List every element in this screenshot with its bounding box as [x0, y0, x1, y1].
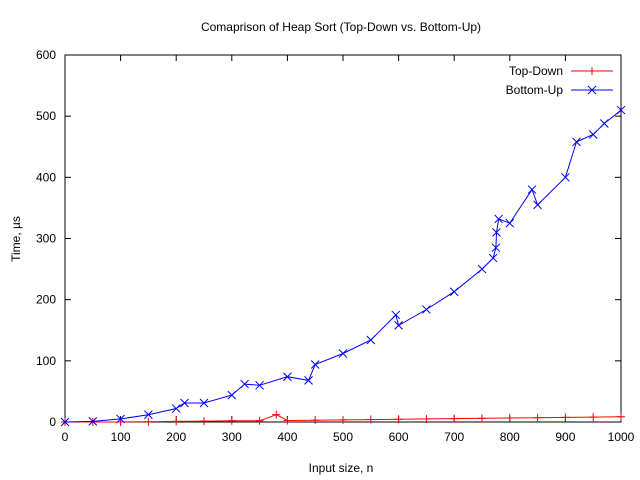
x-tick-label: 300	[222, 430, 242, 444]
data-point	[478, 414, 486, 423]
x-tick-label: 1000	[608, 430, 635, 444]
x-tick-label: 600	[389, 430, 409, 444]
x-tick-label: 200	[166, 430, 186, 444]
data-point	[391, 310, 401, 320]
data-point	[599, 119, 609, 128]
data-point	[172, 417, 181, 426]
y-tick-label: 100	[36, 354, 56, 368]
data-point	[180, 398, 189, 408]
chart-title: Comaprison of Heap Sort (Top-Down vs. Bo…	[201, 20, 481, 34]
series-line	[64, 109, 622, 423]
y-tick-label: 600	[36, 48, 56, 62]
data-point	[527, 185, 537, 194]
plot-series	[60, 105, 626, 427]
data-point	[144, 410, 153, 420]
data-point	[450, 414, 459, 423]
y-tick-label: 400	[36, 170, 56, 184]
x-tick-label: 700	[444, 430, 464, 444]
tick-labels: 0 100 200 300 400 500 600 700 800 900 1000 0 100 200 3…	[36, 48, 635, 444]
plot-frame	[64, 54, 622, 423]
y-tick-label: 300	[36, 232, 56, 246]
data-point	[60, 417, 70, 427]
data-point	[144, 417, 153, 426]
data-point	[422, 305, 431, 314]
axes	[64, 54, 622, 423]
legend-marker	[588, 67, 596, 75]
data-point	[283, 416, 292, 425]
data-point	[366, 415, 375, 424]
x-tick-label: 0	[62, 430, 69, 444]
data-point	[272, 410, 281, 419]
data-point	[200, 417, 208, 426]
data-point	[227, 390, 237, 400]
legend-label: Top-Down	[509, 64, 563, 78]
data-point	[304, 376, 313, 385]
series-0	[61, 410, 625, 426]
data-point	[310, 360, 320, 369]
data-point	[394, 415, 403, 424]
data-point	[422, 414, 431, 423]
x-tick-label: 800	[500, 430, 520, 444]
data-point	[311, 416, 320, 425]
data-point	[339, 415, 347, 424]
data-point	[588, 130, 598, 139]
legend-marker	[587, 85, 597, 95]
y-tick-label: 200	[36, 293, 56, 307]
x-tick-label: 900	[555, 430, 575, 444]
y-tick-label: 500	[36, 109, 56, 123]
series-line	[65, 414, 622, 423]
data-point	[255, 380, 264, 390]
x-tick-label: 500	[333, 430, 353, 444]
data-point	[572, 137, 581, 147]
data-point	[255, 416, 264, 425]
data-point	[227, 416, 236, 425]
data-point	[561, 172, 570, 182]
data-point	[492, 228, 501, 237]
data-point	[116, 414, 125, 424]
data-point	[240, 379, 249, 389]
data-point	[491, 243, 501, 253]
data-point	[533, 200, 542, 210]
data-point	[88, 417, 98, 426]
data-point	[171, 404, 181, 413]
data-point	[616, 105, 626, 115]
legend: Top-Down Bottom-Up	[506, 64, 613, 97]
data-point	[283, 372, 292, 382]
x-tick-label: 400	[277, 430, 297, 444]
data-point	[199, 398, 209, 408]
data-point	[617, 412, 625, 421]
x-axis-label: Input size, n	[309, 461, 374, 475]
data-point	[477, 264, 487, 274]
data-point	[449, 287, 459, 297]
y-axis-label: Time, µs	[9, 216, 23, 262]
series-1	[60, 105, 626, 427]
x-tick-label: 100	[111, 430, 131, 444]
legend-label: Bottom-Up	[506, 83, 564, 97]
data-point	[589, 413, 598, 422]
data-point	[561, 413, 570, 422]
data-point	[494, 214, 504, 224]
data-point	[394, 321, 403, 330]
data-point	[488, 253, 498, 263]
data-point	[505, 414, 514, 423]
data-point	[338, 349, 348, 358]
data-point	[366, 335, 376, 345]
y-tick-label: 0	[49, 415, 56, 429]
data-point	[505, 218, 515, 228]
data-point	[533, 413, 542, 422]
